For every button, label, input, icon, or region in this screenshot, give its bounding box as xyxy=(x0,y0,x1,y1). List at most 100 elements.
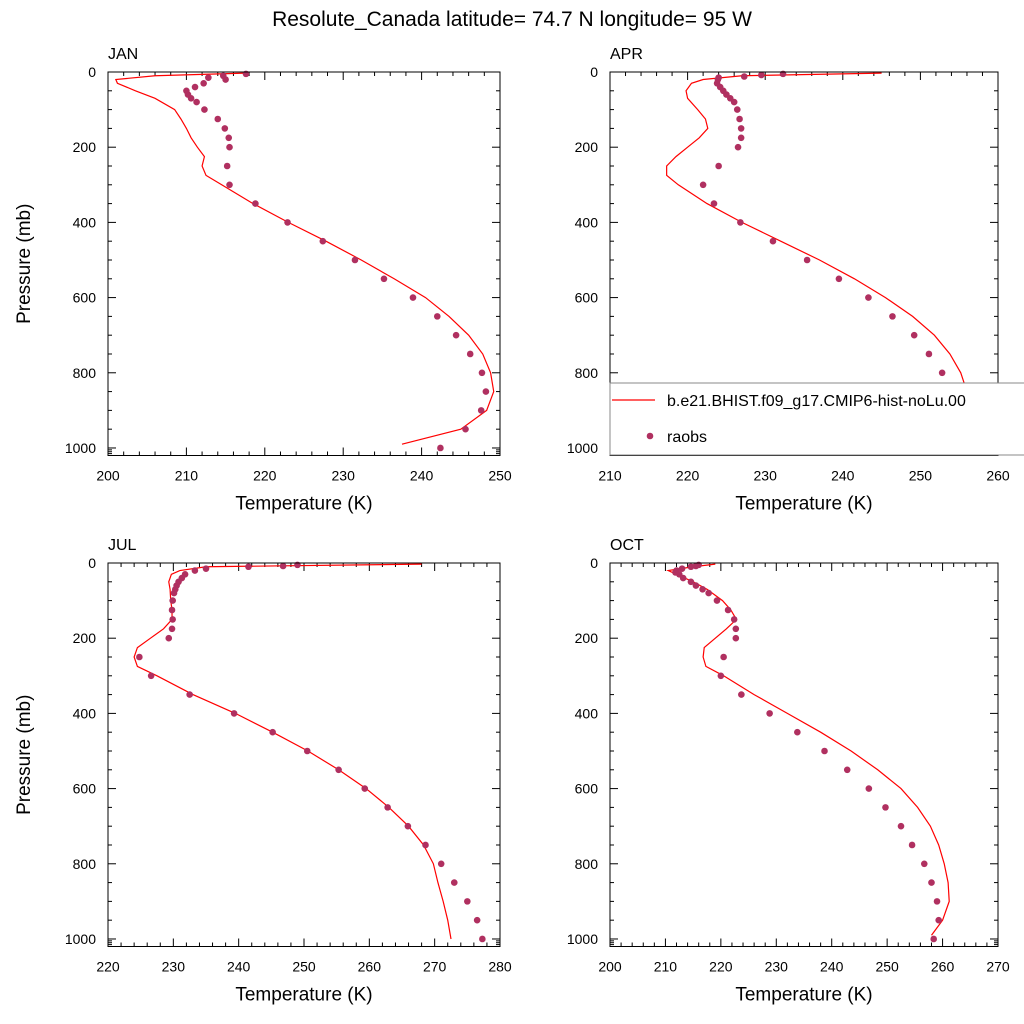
raobs-point xyxy=(169,616,176,623)
y-tick-label: 1000 xyxy=(567,931,598,947)
raobs-point xyxy=(193,98,200,106)
raobs-point xyxy=(794,728,801,736)
x-tick-label: 200 xyxy=(96,468,120,484)
x-tick-label: 230 xyxy=(754,468,778,484)
y-tick-label: 400 xyxy=(575,705,599,721)
y-tick-label: 400 xyxy=(73,214,97,230)
y-tick-label: 0 xyxy=(590,555,598,571)
raobs-point xyxy=(925,350,933,358)
raobs-point xyxy=(821,747,828,755)
raobs-point xyxy=(930,935,938,943)
raobs-point xyxy=(225,134,233,142)
y-tick-label: 800 xyxy=(73,365,97,381)
legend-label: raobs xyxy=(667,429,707,446)
raobs-point xyxy=(473,916,481,924)
y-tick-label: 200 xyxy=(73,630,97,646)
x-tick-label: 230 xyxy=(162,959,186,975)
x-tick-label: 240 xyxy=(227,959,251,975)
x-tick-label: 230 xyxy=(765,959,789,975)
raobs-point xyxy=(433,313,441,320)
raobs-point xyxy=(865,785,873,792)
legend-box xyxy=(609,382,1024,456)
panel-title: APR xyxy=(610,46,643,63)
raobs-point xyxy=(279,562,287,570)
raobs-point xyxy=(678,565,686,572)
raobs-point xyxy=(477,407,485,414)
y-tick-label: 600 xyxy=(575,781,599,797)
raobs-point xyxy=(221,125,229,132)
raobs-point xyxy=(252,200,259,207)
raobs-point xyxy=(186,691,193,698)
raobs-point xyxy=(351,256,359,264)
raobs-point xyxy=(730,98,738,106)
raobs-point xyxy=(699,586,706,593)
x-tick-label: 220 xyxy=(676,468,700,484)
panel: JAN 200 210 220 230 240 250 0 200 400 600 800 1000 Te… xyxy=(14,46,512,515)
raobs-point xyxy=(452,331,460,339)
raobs-point xyxy=(214,115,222,123)
raobs-point xyxy=(679,574,687,582)
x-tick-label: 230 xyxy=(332,468,356,484)
raobs-point xyxy=(170,589,178,597)
x-tick-label: 220 xyxy=(709,959,733,975)
raobs-point xyxy=(933,898,941,905)
plot-frame xyxy=(107,71,501,456)
y-tick-label: 600 xyxy=(73,781,97,797)
raobs-point xyxy=(466,350,474,358)
legend-marker xyxy=(646,432,654,440)
y-tick-label: 400 xyxy=(73,705,97,721)
raobs-point xyxy=(201,106,208,113)
raobs-point xyxy=(422,841,429,849)
raobs-point xyxy=(692,582,700,589)
raobs-point xyxy=(835,275,843,283)
y-tick-label: 600 xyxy=(575,290,599,306)
raobs-point xyxy=(269,728,276,736)
x-tick-label: 210 xyxy=(598,468,622,484)
raobs-point xyxy=(169,597,176,604)
raobs-point xyxy=(699,181,707,189)
raobs-point xyxy=(222,76,229,83)
raobs-point xyxy=(464,898,471,905)
raobs-point xyxy=(165,634,173,642)
panel: APR 210 220 230 240 250 260 0 200 400 600 800 1000 Te… xyxy=(567,46,1024,515)
raobs-point xyxy=(191,83,199,91)
y-tick-label: 1000 xyxy=(65,440,96,456)
raobs-point xyxy=(202,565,210,572)
raobs-point xyxy=(409,294,417,301)
y-axis-label: Pressure (mb) xyxy=(14,204,35,324)
raobs-point xyxy=(938,369,946,377)
raobs-point xyxy=(803,256,811,264)
x-tick-label: 240 xyxy=(831,468,855,484)
y-tick-label: 1000 xyxy=(65,931,96,947)
x-tick-label: 260 xyxy=(931,959,955,975)
x-tick-label: 250 xyxy=(488,468,512,484)
raobs-point xyxy=(384,804,391,811)
raobs-point xyxy=(713,597,721,604)
raobs-point xyxy=(738,691,745,698)
raobs-point xyxy=(730,616,738,623)
raobs-point xyxy=(687,563,695,571)
y-tick-label: 400 xyxy=(575,214,599,230)
y-tick-label: 800 xyxy=(73,856,97,872)
raobs-point xyxy=(168,625,176,633)
raobs-point xyxy=(482,388,490,395)
y-axis-label: Pressure (mb) xyxy=(14,695,35,815)
raobs-point xyxy=(766,710,773,717)
raobs-point xyxy=(303,747,311,755)
profile-line xyxy=(666,72,968,445)
panel-title: OCT xyxy=(610,537,644,554)
raobs-point xyxy=(168,606,176,614)
raobs-point xyxy=(705,589,712,597)
x-tick-label: 220 xyxy=(253,468,277,484)
raobs-point xyxy=(889,313,896,320)
x-axis-label: Temperature (K) xyxy=(235,494,372,515)
x-tick-label: 210 xyxy=(654,959,678,975)
raobs-point xyxy=(437,444,444,452)
raobs-point xyxy=(715,162,722,170)
panel: JUL 220 230 240 250 260 270 280 0 200 400 600 800 100… xyxy=(14,537,512,1006)
raobs-point xyxy=(737,125,745,132)
raobs-point xyxy=(284,219,291,226)
x-tick-label: 270 xyxy=(986,959,1010,975)
